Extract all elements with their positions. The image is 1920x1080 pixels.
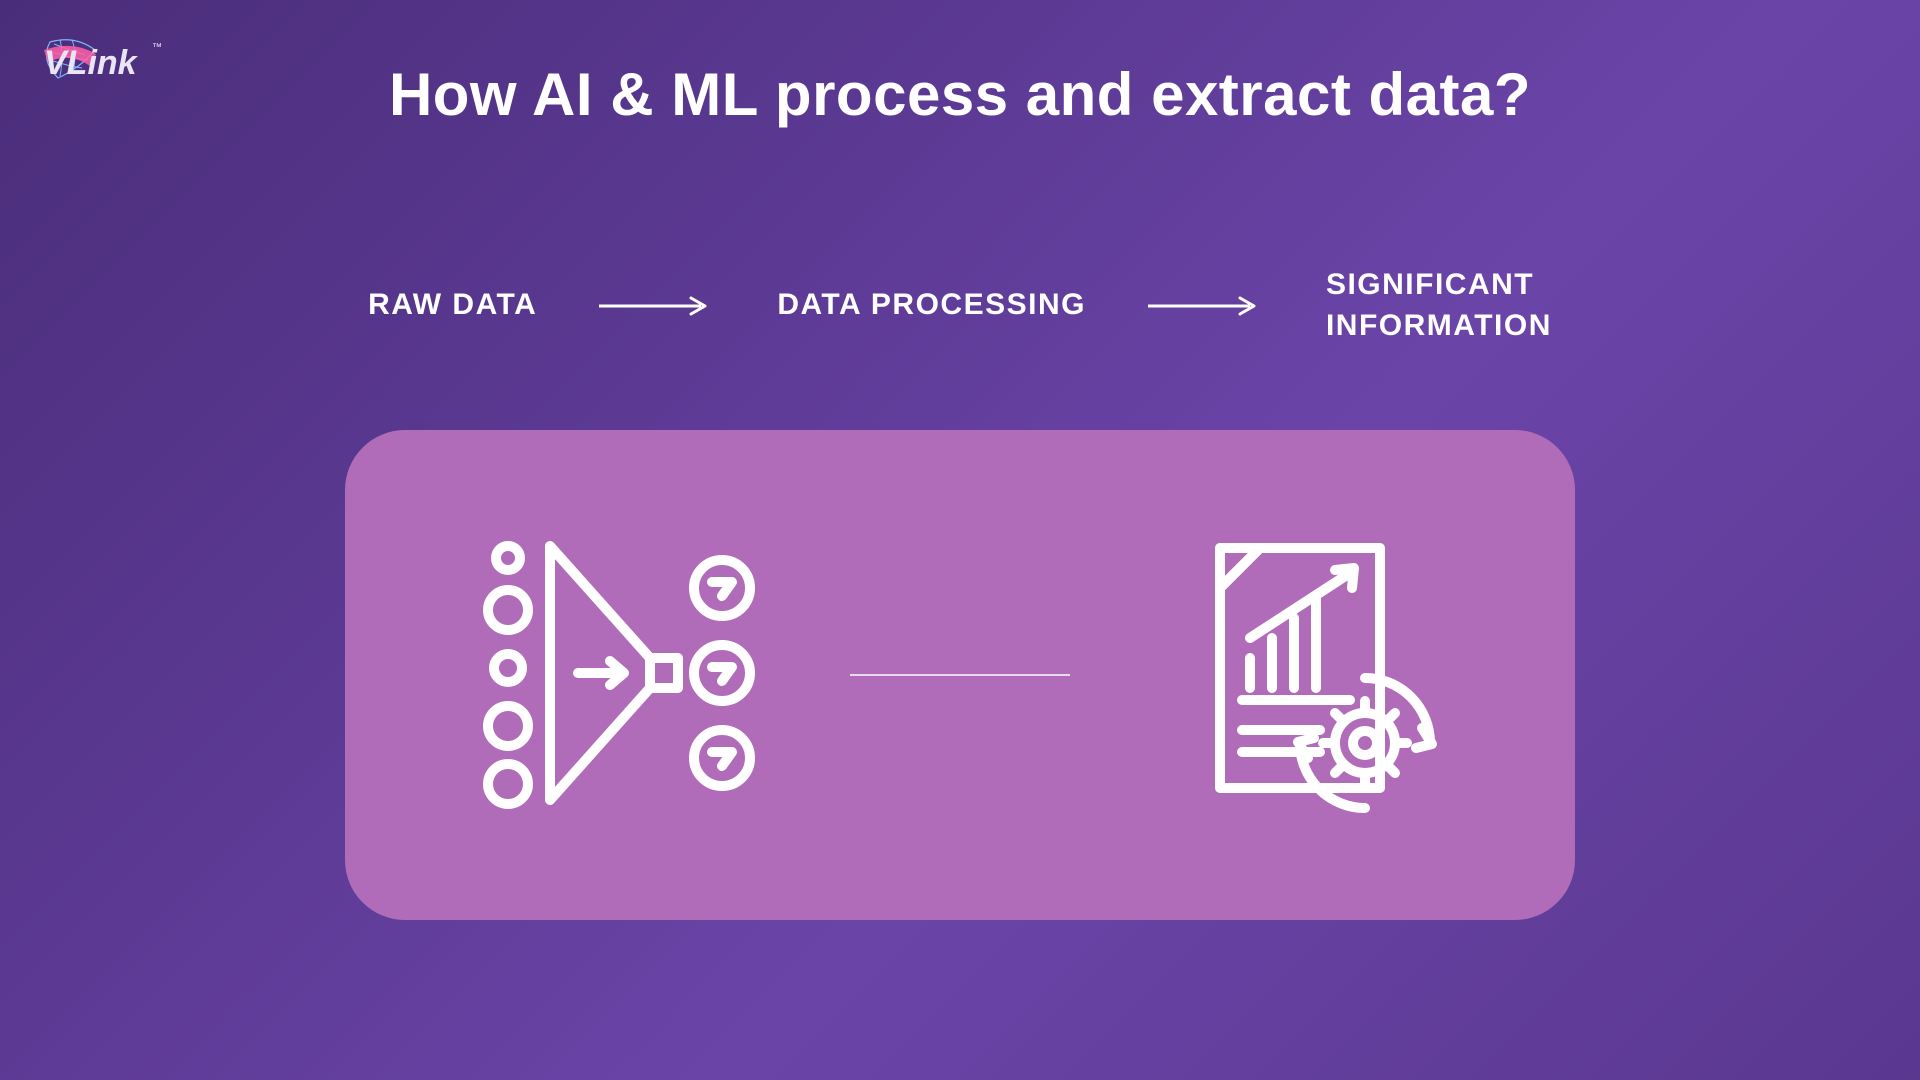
- page-title: How AI & ML process and extract data?: [0, 60, 1920, 129]
- arrow-icon: [1146, 296, 1266, 316]
- process-flow: RAW DATA DATA PROCESSING SIGNIFICANT INF…: [0, 265, 1920, 346]
- step-data-processing: DATA PROCESSING: [777, 285, 1086, 326]
- brand-tm: ™: [152, 42, 162, 53]
- step-significant-info: SIGNIFICANT INFORMATION: [1326, 265, 1552, 346]
- funnel-filter-icon: [460, 518, 770, 833]
- report-gear-icon: [1150, 518, 1460, 833]
- label-line: SIGNIFICANT: [1326, 268, 1534, 301]
- label-line: INFORMATION: [1326, 309, 1552, 342]
- arrow-icon: [597, 296, 717, 316]
- illustration-card: [345, 430, 1575, 920]
- step-raw-data: RAW DATA: [368, 285, 537, 326]
- connector-line: [850, 674, 1070, 676]
